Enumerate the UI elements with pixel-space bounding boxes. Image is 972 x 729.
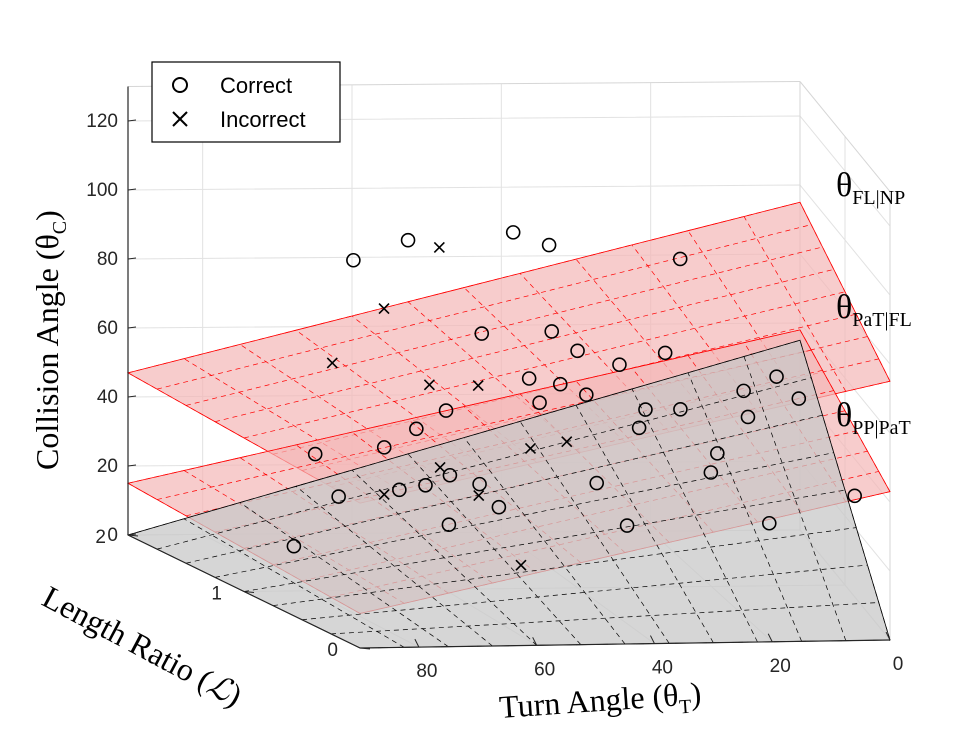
surface-label-pp-pat: θPP|PaT — [836, 397, 911, 439]
legend-label-correct: Correct — [220, 73, 292, 98]
x-tick-label: 20 — [770, 656, 791, 677]
y-tick-label: 0 — [327, 640, 338, 661]
chart-canvas: 0 20 40 60 80 100 120 0 1 2 80 60 40 20 0 θFL|NP θPaT|… — [0, 0, 972, 729]
surfaces — [128, 202, 890, 648]
point-correct — [347, 254, 360, 267]
z-tick-label: 60 — [97, 318, 118, 339]
z-tick-label: 40 — [97, 387, 118, 408]
chart-3d-scatter: 0 20 40 60 80 100 120 0 1 2 80 60 40 20 0 θFL|NP θPaT|… — [0, 0, 972, 729]
x-tick-label: 40 — [652, 658, 673, 679]
point-correct — [507, 226, 520, 239]
z-tick-label: 80 — [97, 249, 118, 270]
z-tick-label: 120 — [86, 111, 118, 132]
point-correct — [543, 239, 556, 252]
z-tick-label: 20 — [97, 456, 118, 477]
surface-label-pat-fl: θPaT|FL — [836, 289, 912, 331]
y-tick-label: 1 — [211, 584, 222, 605]
point-correct — [402, 234, 415, 247]
z-axis-title: Collision Angle (θC) — [29, 210, 71, 470]
x-tick-label: 80 — [416, 661, 437, 682]
svg-text:Collision Angle (θC): Collision Angle (θC) — [29, 210, 71, 470]
legend: Correct Incorrect — [152, 62, 340, 142]
point-incorrect — [434, 242, 444, 252]
z-tick-label: 0 — [107, 525, 118, 546]
x-axis-title: Turn Angle (θT) — [498, 675, 703, 729]
x-tick-label: 0 — [893, 654, 904, 675]
y-tick-label: 2 — [95, 527, 106, 548]
x-tick-label: 60 — [534, 659, 555, 680]
legend-label-incorrect: Incorrect — [220, 107, 306, 132]
surface-label-fl-np: θFL|NP — [836, 167, 905, 209]
z-tick-label: 100 — [86, 180, 118, 201]
